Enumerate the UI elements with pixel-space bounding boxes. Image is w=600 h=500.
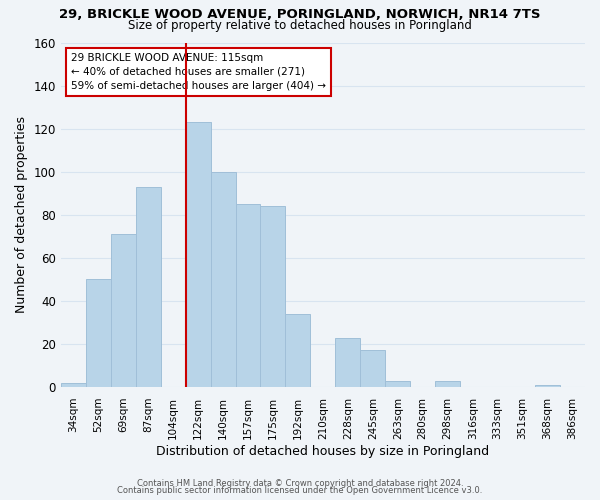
Text: 29 BRICKLE WOOD AVENUE: 115sqm
← 40% of detached houses are smaller (271)
59% of: 29 BRICKLE WOOD AVENUE: 115sqm ← 40% of … (71, 53, 326, 91)
Text: 29, BRICKLE WOOD AVENUE, PORINGLAND, NORWICH, NR14 7TS: 29, BRICKLE WOOD AVENUE, PORINGLAND, NOR… (59, 8, 541, 20)
Bar (335, 338, 361, 387)
Bar (136, 187, 161, 387)
Bar (236, 204, 260, 387)
Bar (111, 234, 136, 387)
Y-axis label: Number of detached properties: Number of detached properties (15, 116, 28, 314)
Text: Size of property relative to detached houses in Poringland: Size of property relative to detached ho… (128, 18, 472, 32)
Bar (535, 385, 560, 387)
Bar (435, 380, 460, 387)
Bar (61, 383, 86, 387)
X-axis label: Distribution of detached houses by size in Poringland: Distribution of detached houses by size … (157, 444, 490, 458)
Bar (211, 172, 236, 387)
Bar (361, 350, 385, 387)
Text: Contains public sector information licensed under the Open Government Licence v3: Contains public sector information licen… (118, 486, 482, 495)
Bar (385, 380, 410, 387)
Bar (86, 280, 111, 387)
Bar (286, 314, 310, 387)
Bar (260, 206, 286, 387)
Bar (185, 122, 211, 387)
Text: Contains HM Land Registry data © Crown copyright and database right 2024.: Contains HM Land Registry data © Crown c… (137, 478, 463, 488)
